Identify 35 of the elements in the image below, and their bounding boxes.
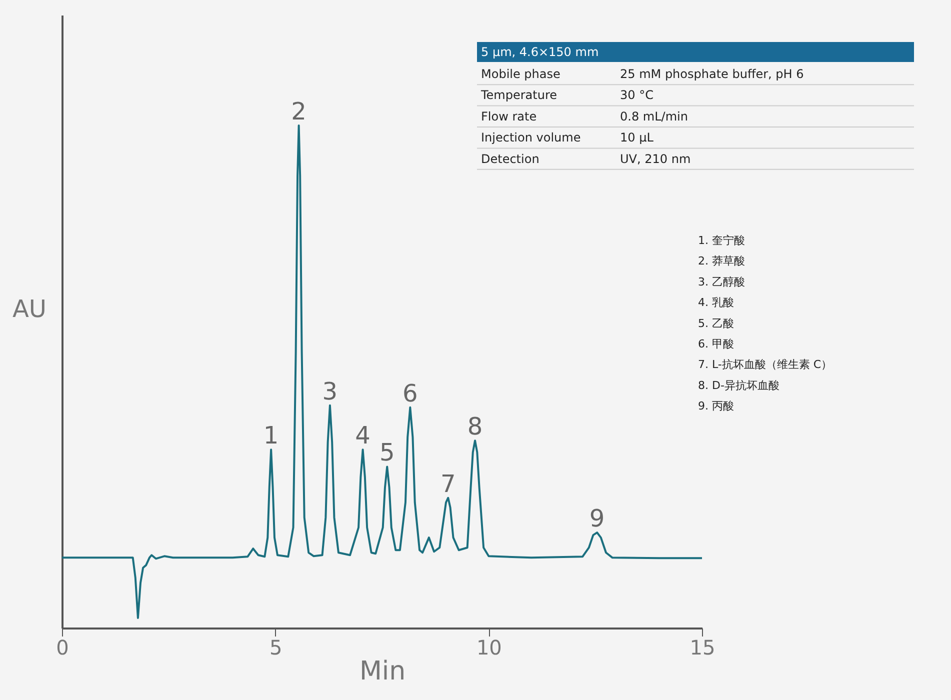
text: Flow rate [481, 109, 537, 124]
y-axis-title: AU [12, 295, 46, 323]
annotation: 6 [402, 379, 418, 408]
annotation: 7 [440, 470, 456, 498]
text: Mobile phase [481, 67, 560, 81]
x-axis-title: Min [359, 656, 406, 686]
annotation: 9 [589, 504, 605, 533]
annotation: 4. 乳酸 [698, 296, 734, 310]
annotation: 8 [467, 412, 483, 441]
text: Temperature [480, 88, 558, 102]
annotation: 5. 乙酸 [698, 316, 734, 330]
text: 5 µm, 4.6×150 mm [481, 45, 599, 59]
x-tick-label: 5 [269, 636, 282, 660]
annotation: 1 [263, 422, 279, 450]
annotation: 3. 乙醇酸 [698, 275, 745, 288]
annotation: 6. 甲酸 [698, 338, 734, 350]
x-tick-label: 10 [476, 636, 502, 660]
text: 25 mM phosphate buffer, pH 6 [620, 67, 804, 81]
annotation: 7. L-抗坏血酸（维生素 C） [698, 358, 832, 372]
annotation: 8. D-异抗坏血酸 [698, 378, 780, 392]
annotation: 10 µL [620, 130, 654, 145]
x-tick-label: 15 [690, 636, 716, 660]
x-tick-label: 0 [56, 636, 69, 660]
annotation: 2. 莽草酸 [698, 254, 745, 268]
annotation: UV, 210 nm [620, 152, 691, 166]
annotation: Detection [481, 152, 540, 166]
text: 30 °C [620, 88, 654, 102]
annotation: 9. 丙酸 [698, 400, 734, 413]
annotation: 1. 奎宁酸 [698, 234, 745, 247]
text: 0.8 mL/min [620, 109, 688, 124]
annotation: Injection volume [481, 130, 581, 145]
annotation: 2 [291, 98, 306, 126]
annotation: 4 [355, 422, 370, 450]
annotation: 5 [379, 438, 395, 467]
annotation: 3 [322, 377, 338, 406]
